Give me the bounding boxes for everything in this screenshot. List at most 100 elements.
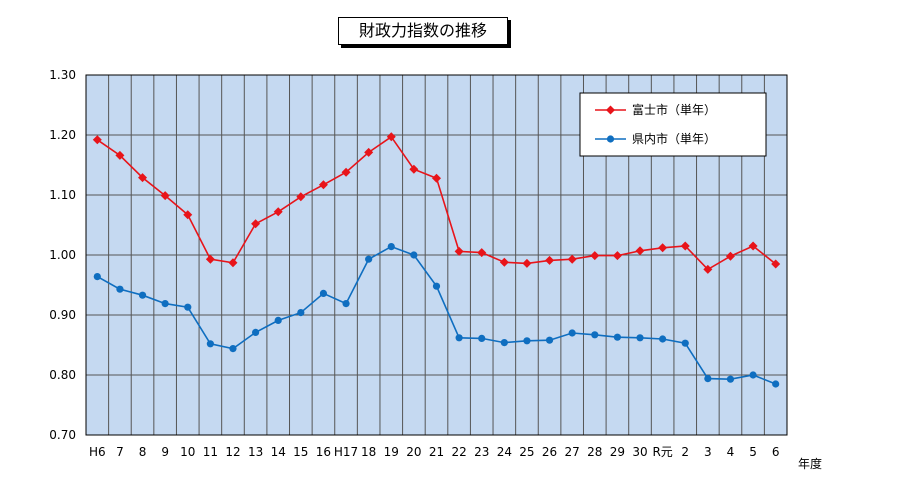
- x-tick-label: 11: [203, 445, 218, 459]
- data-point: [499, 257, 509, 267]
- x-tick-label: H17: [334, 445, 358, 459]
- data-point: [251, 219, 261, 229]
- data-point: [183, 210, 193, 220]
- data-point: [726, 375, 735, 383]
- data-point: [138, 291, 147, 299]
- chart-title: 財政力指数の推移: [338, 17, 508, 45]
- x-tick-label: R元: [652, 445, 672, 459]
- data-point: [273, 207, 283, 217]
- data-point: [432, 173, 441, 183]
- x-tick-label: 25: [519, 445, 534, 459]
- data-point: [703, 264, 713, 274]
- data-point: [364, 147, 374, 157]
- data-point: [184, 303, 192, 311]
- legend-item: 県内市（単年）: [595, 131, 716, 146]
- data-point: [410, 251, 418, 259]
- x-tick-label: 22: [451, 445, 466, 459]
- data-point: [568, 329, 576, 337]
- data-point: [274, 316, 282, 324]
- x-tick-label: 21: [429, 445, 444, 459]
- data-point: [365, 255, 373, 263]
- data-point: [545, 336, 554, 344]
- data-point: [229, 345, 237, 353]
- x-tick-label: H6: [89, 445, 106, 459]
- x-tick-label: 19: [384, 445, 399, 459]
- data-point: [772, 380, 780, 388]
- y-tick-label: 1.30: [49, 68, 76, 82]
- data-point: [161, 300, 169, 308]
- data-point: [455, 334, 463, 342]
- data-point: [318, 180, 328, 190]
- data-point: [635, 246, 645, 256]
- data-point: [659, 335, 667, 343]
- data-point: [680, 241, 690, 251]
- x-tick-label: 18: [361, 445, 376, 459]
- y-tick-label: 0.70: [49, 428, 76, 442]
- y-tick-label: 1.10: [49, 188, 76, 202]
- x-tick-label: 27: [565, 445, 580, 459]
- data-point: [771, 259, 781, 269]
- legend-label: 県内市（単年）: [632, 131, 716, 146]
- data-point: [205, 254, 215, 264]
- data-point: [206, 340, 214, 348]
- y-tick-label: 0.80: [49, 368, 76, 382]
- x-tick-label: 15: [293, 445, 308, 459]
- x-tick-label: 7: [116, 445, 124, 459]
- x-tick-label: 28: [587, 445, 602, 459]
- x-tick-label: 5: [749, 445, 757, 459]
- series-group: [92, 132, 781, 388]
- x-tick-label: 29: [610, 445, 625, 459]
- data-point: [590, 251, 600, 261]
- data-point: [612, 251, 622, 261]
- x-tick-label: 26: [542, 445, 557, 459]
- data-point: [93, 273, 101, 281]
- data-point: [341, 167, 351, 177]
- data-point: [725, 251, 735, 261]
- x-tick-label: 6: [772, 445, 780, 459]
- data-point: [296, 192, 306, 202]
- legend-item: 富士市（単年）: [595, 102, 716, 117]
- data-point: [409, 164, 419, 174]
- x-tick-label: 3: [704, 445, 712, 459]
- data-point: [567, 254, 577, 264]
- x-tick-label: 13: [248, 445, 263, 459]
- grid-lines: [86, 74, 787, 436]
- x-tick-label: 10: [180, 445, 195, 459]
- data-point: [342, 300, 350, 308]
- legend: 富士市（単年） 県内市（単年）: [579, 92, 767, 157]
- legend-label: 富士市（単年）: [632, 102, 716, 117]
- x-tick-label: 16: [316, 445, 331, 459]
- data-point: [591, 331, 599, 339]
- data-point: [160, 191, 170, 201]
- x-axis-ticks: H6 7 8 9 10 11 12 13 14 15 16 H17 18 19 20 21 22 23 24 25 26…: [89, 445, 780, 459]
- data-point: [636, 334, 644, 342]
- legend-box: [579, 92, 767, 157]
- x-tick-label: 9: [161, 445, 169, 459]
- data-point: [545, 255, 555, 265]
- y-tick-label: 1.20: [49, 128, 76, 142]
- x-tick-label: 30: [632, 445, 647, 459]
- data-point: [522, 258, 532, 268]
- x-tick-label: 4: [727, 445, 735, 459]
- data-point: [477, 248, 487, 258]
- data-point: [432, 282, 441, 290]
- data-point: [704, 375, 712, 383]
- data-point: [319, 289, 328, 297]
- data-point: [681, 339, 689, 347]
- x-tick-label: 24: [497, 445, 512, 459]
- y-axis-ticks: 1.30 1.20 1.10 1.00 0.90 0.80 0.70: [49, 68, 76, 442]
- data-point: [387, 243, 395, 251]
- data-point: [613, 333, 622, 341]
- data-point: [386, 132, 396, 142]
- data-point: [658, 243, 668, 253]
- x-tick-label: 14: [271, 445, 286, 459]
- data-point: [115, 150, 125, 160]
- data-point: [297, 309, 305, 317]
- x-tick-label: 2: [681, 445, 689, 459]
- x-tick-label: 12: [225, 445, 240, 459]
- data-point: [500, 339, 508, 347]
- series-1: [92, 132, 781, 274]
- legend-marker: [606, 135, 615, 143]
- y-tick-label: 1.00: [49, 248, 76, 262]
- data-point: [454, 246, 464, 256]
